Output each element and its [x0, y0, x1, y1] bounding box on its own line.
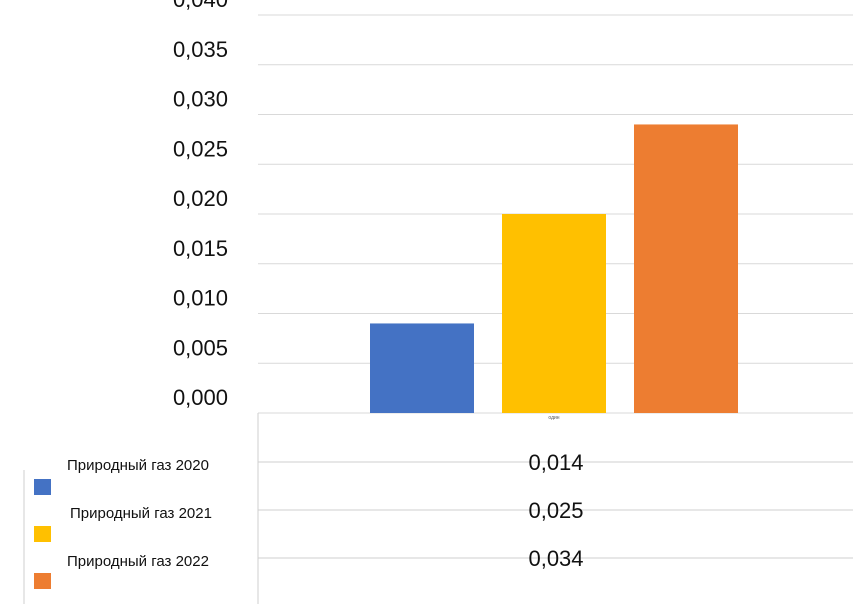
y-tick-label: 0,035: [173, 37, 228, 62]
category-label: один: [548, 415, 559, 421]
y-tick-label: 0,025: [173, 136, 228, 161]
y-axis-tick-labels: 0,000 0,005 0,010 0,015 0,020 0,025 0,030 0,035…: [173, 0, 228, 410]
y-tick-label: 0,000: [173, 385, 228, 410]
category-labels: один: [548, 415, 559, 421]
legend-key: [34, 526, 51, 542]
legend-entry-label: Природный газ 2020: [67, 457, 209, 474]
y-tick-label: 0,015: [173, 236, 228, 261]
data-table-value: 0,014: [528, 450, 583, 475]
legend-key: [34, 573, 51, 589]
data-table-value: 0,025: [528, 498, 583, 523]
data-table: Природный газ 2020 0,014 Природный газ 202…: [23, 413, 853, 604]
bar: [370, 323, 474, 413]
legend-entry-label: Природный газ 2021: [70, 505, 212, 522]
bars: [370, 124, 738, 413]
y-tick-label: 0,030: [173, 87, 228, 112]
legend-entry-label: Природный газ 2022: [67, 553, 209, 570]
bar: [502, 214, 606, 413]
legend-key: [34, 479, 51, 495]
y-tick-label: 0,010: [173, 286, 228, 311]
y-tick-label: 0,040: [173, 0, 228, 12]
y-tick-label: 0,005: [173, 335, 228, 360]
bar: [634, 124, 738, 413]
data-table-value: 0,034: [528, 546, 583, 571]
y-tick-label: 0,020: [173, 186, 228, 211]
